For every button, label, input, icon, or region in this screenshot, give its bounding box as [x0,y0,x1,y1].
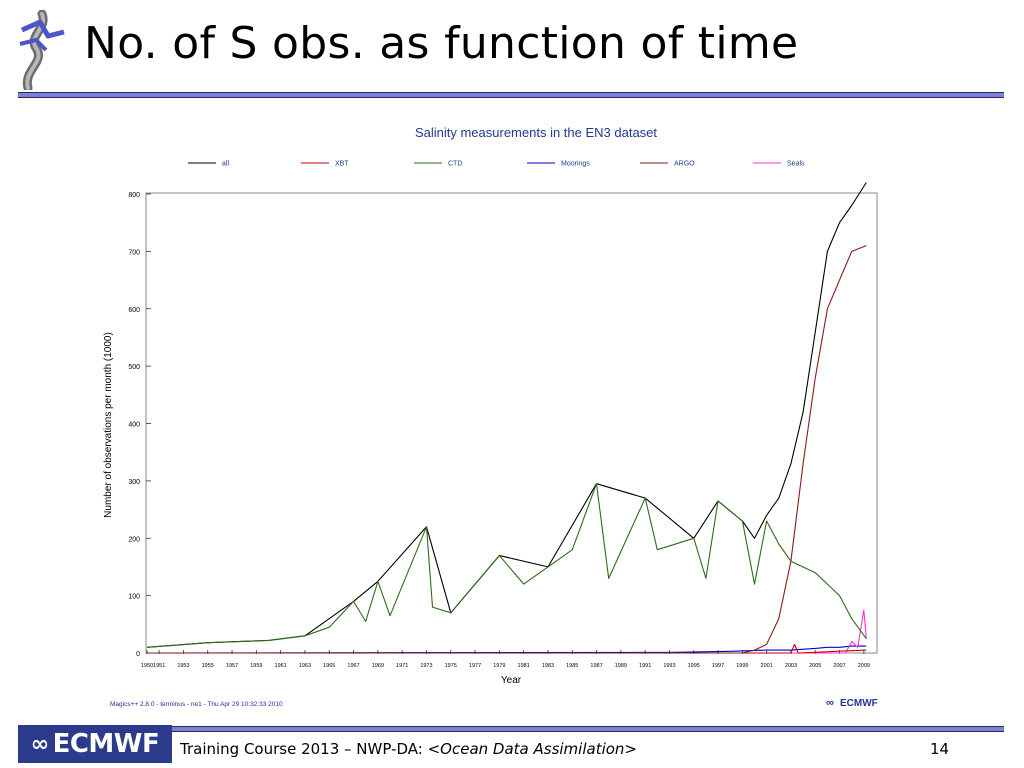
legend-label: Moorings [561,161,590,168]
legend-label: XBT [335,161,349,168]
ecmwf-infinity-icon: ∞ [30,731,49,757]
y-tick-label: 700 [128,249,140,256]
y-tick-label: 400 [128,422,140,429]
y-axis: 0 100 200 300 400 500 600 700 800 [128,192,151,658]
x-tick-label: 2001 [761,663,773,669]
x-tick-label: 1983 [542,663,554,669]
x-tick-label: 1950 [141,663,153,669]
page-number: 14 [930,740,950,758]
slide-title: No. of S obs. as function of time [84,18,799,69]
plot-frame [145,192,878,654]
x-tick-label: 1969 [372,663,384,669]
x-tick-label: 2007 [833,663,845,669]
footer-prefix: Training Course 2013 – NWP-DA: [180,740,428,758]
x-tick-label: 1989 [615,663,627,669]
ecmwf-brand-mark: ∞ ECMWF [826,697,878,709]
x-tick-label: 1981 [518,663,530,669]
y-tick-label: 200 [128,536,140,543]
y-tick-label: 800 [128,192,140,199]
x-tick-label: 1963 [299,663,311,669]
chart-title: Salinity measurements in the EN3 dataset [415,125,657,140]
x-tick-label: 2005 [809,663,821,669]
ecmwf-ribbon-logo-icon [19,10,65,90]
footer-divider [18,726,1004,732]
x-tick-label: 1957 [226,663,238,669]
x-tick-label: 2009 [858,663,870,669]
series-line-moorings [146,645,867,654]
ecmwf-brand-icon: ∞ [826,697,834,709]
series-line-all [146,182,867,648]
x-tick-label: 1953 [177,663,189,669]
chart-credit: Magics++ 2.8.0 - terminus - ne1 - Thu Ap… [110,701,283,708]
legend-label: ARGO [674,161,695,168]
x-axis: 1950 1951 1953 1955 1957 1959 1961 1963 1965 1967… [141,650,870,669]
y-axis-label: Number of observations per month (1000) [103,332,114,518]
x-tick-label: 1977 [469,663,481,669]
x-tick-label: 2003 [785,663,797,669]
x-tick-label: 1973 [420,663,432,669]
x-tick-label: 1961 [275,663,287,669]
y-tick-label: 300 [128,479,140,486]
x-tick-label: 1985 [566,663,578,669]
series-layer [146,182,867,654]
x-tick-label: 1997 [712,663,724,669]
y-tick-label: 600 [128,307,140,314]
x-tick-label: 1993 [663,663,675,669]
x-tick-label: 1995 [688,663,700,669]
footer-logo-text: ECMWF [52,729,160,759]
y-tick-label: 100 [128,594,140,601]
chart-legend: all XBT CTD Moorings ARGO Seals [188,161,805,168]
x-tick-label: 1987 [590,663,602,669]
x-tick-label: 1951 [153,663,165,669]
x-axis-label: Year [501,675,522,686]
x-tick-label: 1979 [493,663,505,669]
x-tick-label: 1967 [347,663,359,669]
footer-italic: <Ocean Data Assimilation> [427,740,637,758]
legend-label: all [222,161,229,168]
ecmwf-brand-text: ECMWF [840,698,878,709]
x-tick-label: 1959 [250,663,262,669]
x-tick-label: 1991 [639,663,651,669]
series-line-seals [147,609,867,654]
x-tick-label: 1975 [445,663,457,669]
x-tick-label: 1971 [396,663,408,669]
x-tick-label: 1955 [202,663,214,669]
series-line-argo [147,245,867,654]
series-line-ctd [146,483,867,648]
legend-label: Seals [787,161,805,168]
footer-course-text: Training Course 2013 – NWP-DA: <Ocean Da… [180,740,637,758]
legend-label: CTD [448,161,462,168]
y-tick-label: 0 [136,651,140,658]
x-tick-label: 1999 [736,663,748,669]
title-divider [18,92,1004,98]
y-tick-label: 500 [128,364,140,371]
x-tick-label: 1965 [323,663,335,669]
footer-ecmwf-logo: ∞ ECMWF [18,725,172,763]
